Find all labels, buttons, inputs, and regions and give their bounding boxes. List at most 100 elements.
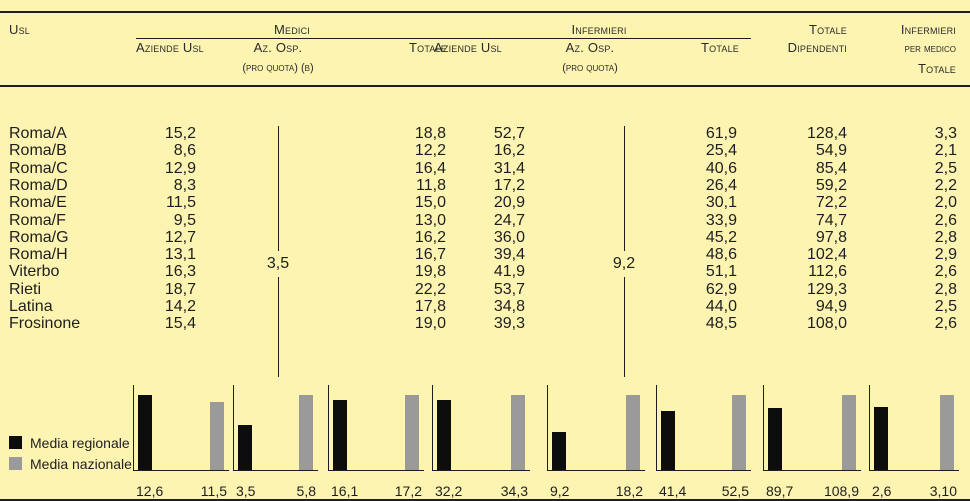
row-label: Roma/H: [9, 246, 68, 263]
cell-m-usl: 11,5: [166, 194, 196, 211]
value-label-regional: 16,1: [331, 483, 359, 499]
panel-baseline: [233, 470, 318, 471]
bar-regional: [333, 400, 347, 470]
cell-m-tot: 12,2: [414, 142, 446, 159]
header-az-osp-infermieri: Az. Osp.: [565, 40, 615, 55]
cell-i-tot: 33,9: [705, 212, 737, 229]
bar-regional: [437, 400, 451, 470]
value-label-regional: 32,2: [435, 483, 463, 499]
row-label: Frosinone: [9, 315, 81, 332]
cell-tot-dip: 129,3: [806, 281, 847, 298]
cell-inf-med: 2,6: [934, 212, 957, 229]
cell-inf-med: 2,2: [934, 177, 957, 194]
value-label-regional: 12,6: [136, 483, 164, 499]
cell-i-usl: 31,4: [493, 160, 525, 177]
cell-inf-med: 2,8: [934, 229, 957, 246]
cell-tot-dip: 128,4: [806, 125, 847, 142]
cell-inf-med: 2,8: [934, 281, 957, 298]
cell-tot-dip: 59,2: [815, 177, 847, 194]
header-pro-quota-medici: (pro quota) (b): [242, 62, 314, 74]
panel-axis-line: [328, 385, 329, 470]
value-label-regional: 3,5: [236, 483, 256, 499]
cell-tot-dip: 85,4: [815, 160, 847, 177]
cell-i-tot: 62,9: [705, 281, 737, 298]
cell-i-usl: 41,9: [493, 263, 525, 280]
bar-regional: [238, 425, 252, 470]
panel-axis-line: [233, 385, 234, 470]
cell-m-usl: 8,3: [173, 177, 196, 194]
cell-m-usl: 15,2: [164, 125, 196, 142]
value-label-national: 3,10: [929, 483, 957, 499]
value-label-national: 18,2: [615, 483, 643, 499]
legend-regional-swatch: [9, 436, 22, 449]
cell-i-tot: 44,0: [705, 298, 737, 315]
panel-baseline: [763, 470, 861, 471]
header-infermieri-top: Infermieri: [900, 22, 956, 37]
cell-tot-dip: 54,9: [815, 142, 847, 159]
cell-i-usl: 39,4: [493, 246, 525, 263]
cell-i-tot: 61,9: [705, 125, 737, 142]
bar-national: [299, 395, 313, 470]
panel-axis-line: [656, 385, 657, 470]
cell-m-usl: 8,6: [173, 142, 196, 159]
bar-regional: [661, 411, 675, 470]
row-label: Latina: [9, 298, 53, 315]
cell-inf-med: 2,1: [934, 142, 957, 159]
top-rule: [0, 11, 970, 13]
cell-m-tot: 16,2: [414, 229, 446, 246]
header-totale-top: Totale: [809, 22, 847, 37]
cell-tot-dip: 94,9: [815, 298, 847, 315]
row-label: Roma/C: [9, 160, 68, 177]
header-bottom-rule: [0, 85, 970, 87]
cell-tot-dip: 97,8: [815, 229, 847, 246]
value-label-national: 108,9: [823, 483, 859, 499]
header-dipendenti: Dipendenti: [787, 40, 847, 55]
panel-axis-line: [547, 385, 548, 470]
bar-regional: [552, 432, 566, 470]
az-osp-infermieri-line-bottom: [624, 277, 625, 377]
panel-axis-line: [432, 385, 433, 470]
header-medici: Medici: [273, 22, 311, 37]
legend-national-label: Media nazionale: [30, 456, 132, 472]
cell-m-usl: 14,2: [164, 298, 196, 315]
cell-m-usl: 13,1: [164, 246, 196, 263]
header-aziende-usl-infermieri: Aziende Usl: [434, 40, 502, 55]
cell-inf-med: 2,6: [934, 263, 957, 280]
cell-i-tot: 48,5: [705, 315, 737, 332]
panel-axis-line: [869, 385, 870, 470]
legend-national-swatch: [9, 457, 22, 470]
header-aziende-usl-medici: Aziende Usl: [136, 40, 204, 55]
panel-baseline: [656, 470, 751, 471]
header-totale-medici: Totale: [409, 40, 447, 55]
bar-national: [210, 402, 224, 470]
cell-m-tot: 19,8: [414, 263, 446, 280]
az-osp-infermieri-value: 9,2: [612, 255, 636, 272]
cell-m-tot: 11,8: [416, 177, 446, 194]
cell-m-usl: 18,7: [164, 281, 196, 298]
az-osp-medici-line-bottom: [278, 277, 279, 377]
panel-axis-line: [133, 385, 134, 470]
value-label-national: 34,3: [500, 483, 528, 499]
cell-i-tot: 45,2: [705, 229, 737, 246]
cell-i-usl: 52,7: [493, 125, 525, 142]
cell-m-tot: 16,4: [414, 160, 446, 177]
cell-m-tot: 18,8: [414, 125, 446, 142]
cell-tot-dip: 72,2: [815, 194, 847, 211]
value-label-regional: 2,6: [872, 483, 892, 499]
cell-inf-med: 3,3: [934, 125, 957, 142]
cell-i-usl: 24,7: [493, 212, 525, 229]
cell-inf-med: 2,9: [934, 246, 957, 263]
az-osp-infermieri-line-top: [624, 126, 625, 251]
panel-baseline: [328, 470, 424, 471]
cell-i-usl: 39,3: [493, 315, 525, 332]
row-label: Roma/E: [9, 194, 67, 211]
cell-i-tot: 51,1: [705, 263, 737, 280]
cell-m-tot: 19,0: [414, 315, 446, 332]
value-label-regional: 41,4: [659, 483, 687, 499]
cell-m-usl: 12,9: [164, 160, 196, 177]
cell-i-usl: 20,9: [493, 194, 525, 211]
header-pro-quota-infermieri: (pro quota): [562, 62, 618, 74]
value-label-national: 52,5: [721, 483, 749, 499]
cell-i-usl: 36,0: [493, 229, 525, 246]
cell-inf-med: 2,5: [934, 298, 957, 315]
